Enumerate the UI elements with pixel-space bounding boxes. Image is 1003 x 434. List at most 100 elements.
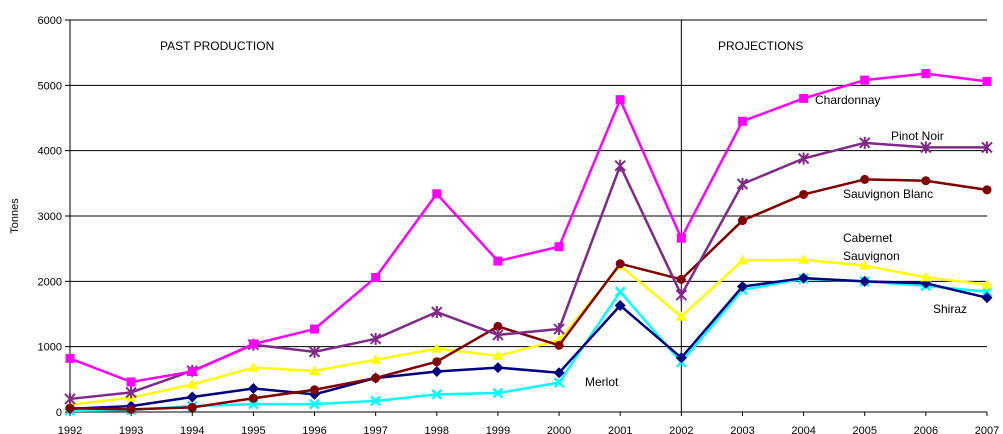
data-point — [64, 392, 76, 405]
data-point — [432, 189, 442, 199]
data-point — [309, 365, 321, 375]
data-point — [736, 254, 748, 265]
data-point — [676, 274, 686, 284]
region-label-past: PAST PRODUCTION — [160, 39, 274, 53]
region-label-projections: PROJECTIONS — [718, 39, 803, 53]
labels-layer: PAST PRODUCTION PROJECTIONS Chardonnay Pino… — [160, 39, 967, 389]
x-tick-label: 1998 — [425, 425, 449, 434]
data-point — [431, 343, 443, 353]
y-axis-label: Tonnes — [9, 198, 21, 234]
data-point — [371, 272, 381, 282]
series-sauvignon-blanc — [65, 174, 992, 414]
x-tick-label: 2000 — [547, 425, 571, 434]
data-point — [308, 345, 321, 358]
data-point — [248, 393, 258, 403]
data-point — [798, 254, 810, 264]
x-tick-label: 1994 — [180, 425, 204, 434]
data-point — [981, 279, 993, 289]
data-point — [860, 174, 870, 184]
x-tick-label: 1993 — [119, 425, 143, 434]
x-tick-label: 1995 — [241, 425, 265, 434]
y-tick-label: 0 — [56, 407, 62, 419]
data-point — [125, 386, 137, 399]
data-point — [614, 159, 626, 172]
data-point — [737, 116, 747, 126]
data-point — [553, 367, 565, 379]
data-point — [859, 260, 871, 270]
data-point — [981, 286, 993, 298]
data-point — [492, 362, 504, 374]
data-point — [187, 366, 197, 376]
data-point — [859, 275, 871, 287]
data-point — [492, 350, 504, 360]
data-point — [675, 311, 687, 321]
series-chardonnay — [65, 69, 992, 387]
data-point — [675, 289, 688, 302]
data-point — [554, 340, 564, 350]
x-tick-label: 2003 — [730, 425, 754, 434]
x-tick-label: 2005 — [852, 425, 876, 434]
data-point — [310, 385, 320, 395]
series-line — [69, 258, 988, 407]
series-label: Chardonnay — [815, 93, 880, 107]
data-point — [736, 281, 748, 293]
data-point — [920, 271, 932, 282]
data-point — [65, 353, 75, 363]
data-point — [369, 332, 382, 345]
data-point — [921, 69, 931, 79]
series-label: Merlot — [585, 375, 619, 389]
data-point — [370, 354, 382, 364]
data-point — [247, 382, 259, 394]
data-point — [431, 365, 443, 377]
series-line — [69, 178, 988, 411]
data-point — [797, 152, 810, 165]
data-point — [921, 176, 931, 186]
data-point — [247, 362, 259, 372]
data-point — [859, 136, 871, 149]
data-point — [981, 141, 993, 154]
data-point — [186, 379, 198, 389]
axes: 0 1000 2000 3000 4000 5000 6000 1992 1993 1994 199… — [9, 15, 999, 434]
data-point — [492, 387, 504, 399]
y-tick-label: 2000 — [38, 276, 62, 288]
data-point — [982, 76, 992, 86]
x-tick-label: 2002 — [669, 425, 693, 434]
data-point — [982, 185, 992, 195]
data-point — [799, 93, 809, 103]
series-label: Shiraz — [933, 302, 967, 316]
data-point — [676, 233, 686, 243]
data-point — [65, 403, 75, 413]
data-point — [553, 377, 565, 388]
x-tick-label: 2007 — [975, 425, 999, 434]
data-point — [615, 95, 625, 105]
data-point — [554, 242, 564, 252]
grid — [70, 19, 987, 348]
y-tick-label: 6000 — [38, 15, 62, 27]
data-point — [371, 373, 381, 383]
data-point — [493, 321, 503, 331]
data-point — [187, 402, 197, 412]
data-point — [920, 141, 932, 154]
y-tick-label: 3000 — [38, 211, 62, 223]
data-point — [798, 272, 810, 284]
y-tick-label: 5000 — [38, 80, 62, 92]
data-point — [737, 216, 747, 226]
x-tick-label: 1992 — [58, 425, 82, 434]
data-point — [981, 292, 993, 304]
data-point — [615, 259, 625, 269]
data-point — [431, 388, 443, 400]
series-layer — [64, 69, 993, 417]
data-point — [553, 323, 565, 336]
data-point — [370, 395, 382, 407]
data-point — [493, 256, 503, 266]
data-point — [614, 300, 626, 312]
series-label: Pinot Noir — [891, 129, 944, 143]
data-point — [126, 404, 136, 414]
data-point — [431, 306, 443, 319]
x-tick-label: 2001 — [608, 425, 632, 434]
y-tick-label: 1000 — [38, 342, 62, 354]
data-point — [736, 177, 749, 190]
data-point — [614, 286, 626, 298]
